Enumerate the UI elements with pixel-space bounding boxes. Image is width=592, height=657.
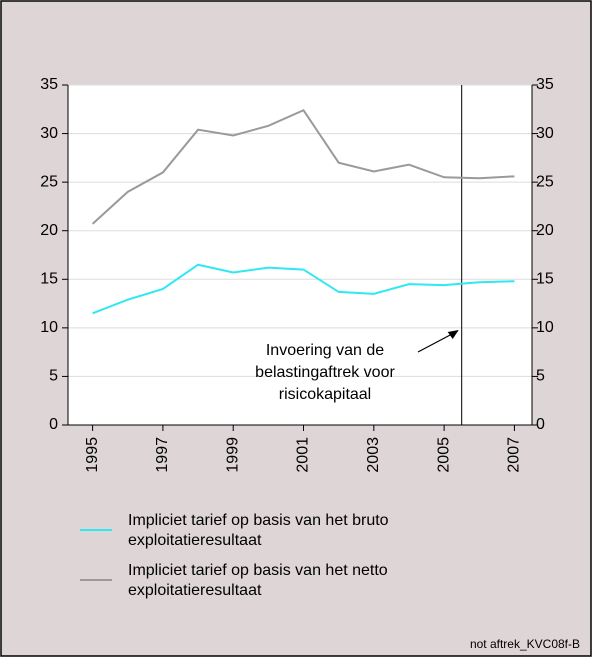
y-tick-label: 15 [40,271,58,288]
y2-tick-label: 35 [536,76,554,93]
y-tick-label: 30 [40,125,58,142]
y-tick-label: 0 [49,416,58,433]
arrow-head [447,330,459,339]
annotation: risicokapitaal [279,386,371,403]
y2-tick-label: 25 [536,173,554,190]
legend-label: Impliciet tarief op basis van het netto … [128,562,388,599]
annotation: belastingaftrek voor [255,364,395,381]
y2-tick-label: 10 [536,319,554,336]
x-tick-label: 2005 [435,437,452,473]
y2-tick-label: 15 [536,271,554,288]
x-tick-label: 1997 [154,437,171,473]
y-tick-label: 10 [40,319,58,336]
legend-label: Impliciet tarief op basis van het bruto … [128,512,389,549]
y2-tick-label: 20 [536,222,554,239]
series-line [92,263,515,315]
y-tick-label: 5 [49,368,58,385]
y2-tick-label: 30 [536,125,554,142]
annotation: Invoering van de [266,342,384,359]
y2-tick-label: 0 [536,416,545,433]
x-tick-label: 1995 [84,437,101,473]
x-tick-label: 2001 [295,437,312,473]
x-tick-label: 2007 [506,437,523,473]
y-tick-label: 25 [40,173,58,190]
footnote: not aftrek_KVC08f-B [470,637,580,651]
plot-area [68,85,532,425]
y2-tick-label: 5 [536,368,545,385]
x-tick-label: 2003 [365,437,382,473]
y-tick-label: 20 [40,222,58,239]
x-tick-label: 1999 [224,437,241,473]
series-line [91,109,515,225]
y-tick-label: 35 [40,76,58,93]
